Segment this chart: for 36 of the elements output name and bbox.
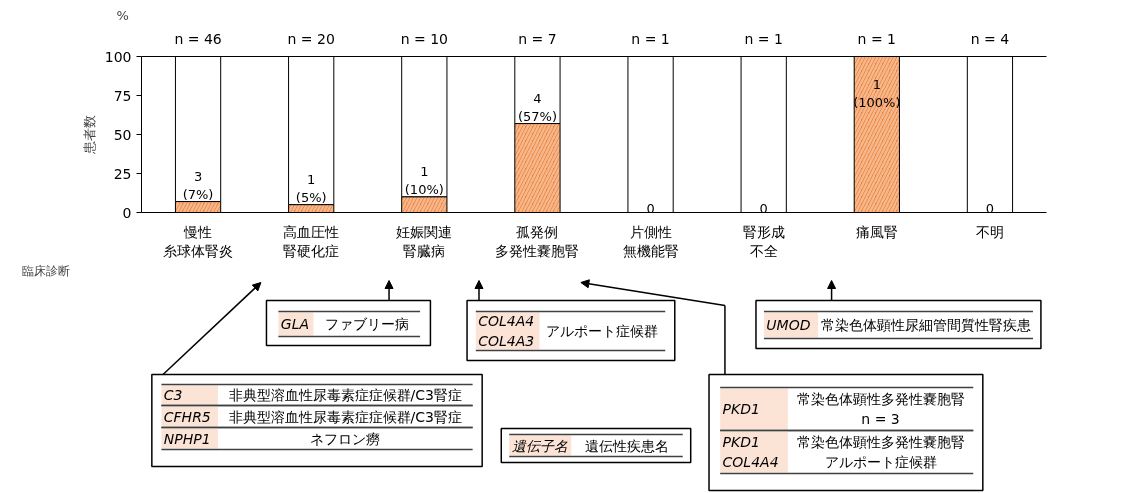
text: NPHP1 ネフロン癆 <box>163 430 381 447</box>
x-tick-label: 慢性糸球体腎炎 <box>163 223 234 259</box>
x-tick-label: 高血圧性腎硬化症 <box>283 223 340 259</box>
y-tick-label: 75 <box>113 87 132 104</box>
x-tick-label: 孤発例多発性嚢胞腎 <box>495 223 580 259</box>
x-tick-label: 痛風腎 <box>855 223 898 240</box>
x-axis-title: 臨床診断 <box>21 263 70 278</box>
y-tick-label: 0 <box>122 204 132 221</box>
text: PKD1 COL4A4 常染色体顕性多発性嚢胞腎アルポート症候群 <box>722 434 965 470</box>
y-tick-label: 25 <box>113 165 132 182</box>
x-tick-label: 妊娠関連腎臓病 <box>396 223 453 259</box>
x-tick-label: 片側性無機能腎 <box>622 223 679 259</box>
x-tick-label: 腎形成不全 <box>742 223 785 259</box>
text: C3 非典型溶血性尿毒素症症候群/C3腎症 <box>163 387 462 403</box>
text: UMOD 常染色体顕性尿細管間質性腎疾患 <box>766 317 1031 333</box>
x-tick-label: 不明 <box>975 223 1004 240</box>
text: n = 46 <box>174 30 222 47</box>
data-label: 1 (10%) <box>404 163 444 197</box>
y-tick-label: 50 <box>113 126 132 143</box>
text: n = 1 <box>631 30 670 47</box>
text: n = 7 <box>518 30 557 47</box>
text: n = 10 <box>400 30 448 47</box>
text: 遺伝子名 遺伝性疾患名 <box>511 437 670 454</box>
data-label: 4 (57%) <box>517 90 557 124</box>
text: n = 20 <box>287 30 335 47</box>
y-axis-title: 患者数 <box>81 115 97 155</box>
text: n = 1 <box>857 30 897 47</box>
text: n = 4 <box>970 30 1010 47</box>
text: CFHR5 非典型溶血性尿毒素症症候群/C3腎症 <box>163 408 462 425</box>
text: PKD1 常染色体顕性多発性嚢胞腎 n = 3 <box>722 391 965 427</box>
y-tick-label: 100 <box>104 48 132 65</box>
data-label: 3 (7%) <box>182 168 214 202</box>
text: n = 1 <box>744 30 783 47</box>
text: GLA ファブリー病 <box>280 316 409 332</box>
data-label: 1 (5%) <box>295 171 327 205</box>
text: % <box>116 7 129 23</box>
